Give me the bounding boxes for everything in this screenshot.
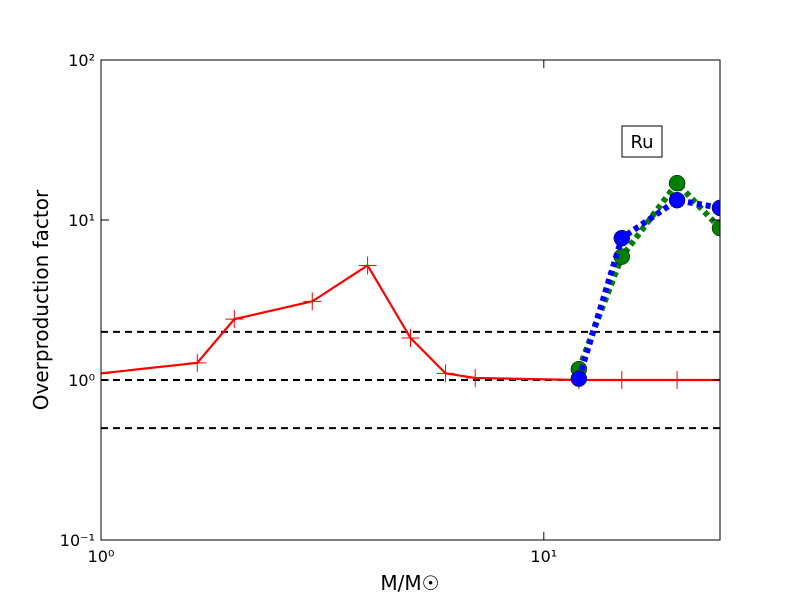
point bbox=[613, 229, 631, 247]
y-tick-label: 10⁰ bbox=[68, 371, 95, 390]
series-line bbox=[575, 197, 720, 380]
x-tick-label: 10⁰ bbox=[88, 547, 115, 566]
point bbox=[303, 292, 322, 311]
x-tick-label: 10¹ bbox=[530, 547, 557, 566]
point bbox=[466, 368, 485, 387]
x-axis-label: M/M☉ bbox=[380, 571, 439, 595]
point bbox=[358, 256, 377, 275]
point bbox=[668, 174, 686, 192]
point bbox=[436, 364, 455, 383]
y-tick-label: 10² bbox=[68, 51, 95, 70]
point bbox=[101, 364, 110, 383]
annotation-box bbox=[621, 125, 663, 158]
point bbox=[188, 353, 207, 372]
point bbox=[401, 329, 420, 348]
point bbox=[668, 371, 687, 389]
point bbox=[612, 371, 631, 389]
point bbox=[711, 219, 720, 237]
y-axis-label: Overproduction factor bbox=[29, 189, 53, 410]
point bbox=[668, 191, 686, 209]
axes-frame bbox=[100, 59, 721, 541]
plot-area bbox=[101, 174, 720, 430]
point bbox=[711, 199, 720, 217]
annotation: Ru bbox=[630, 132, 653, 153]
y-tick-label: 10⁻¹ bbox=[60, 531, 95, 550]
point bbox=[570, 370, 588, 387]
point bbox=[225, 310, 244, 329]
y-tick-label: 10¹ bbox=[68, 211, 95, 230]
series-line bbox=[101, 263, 720, 382]
